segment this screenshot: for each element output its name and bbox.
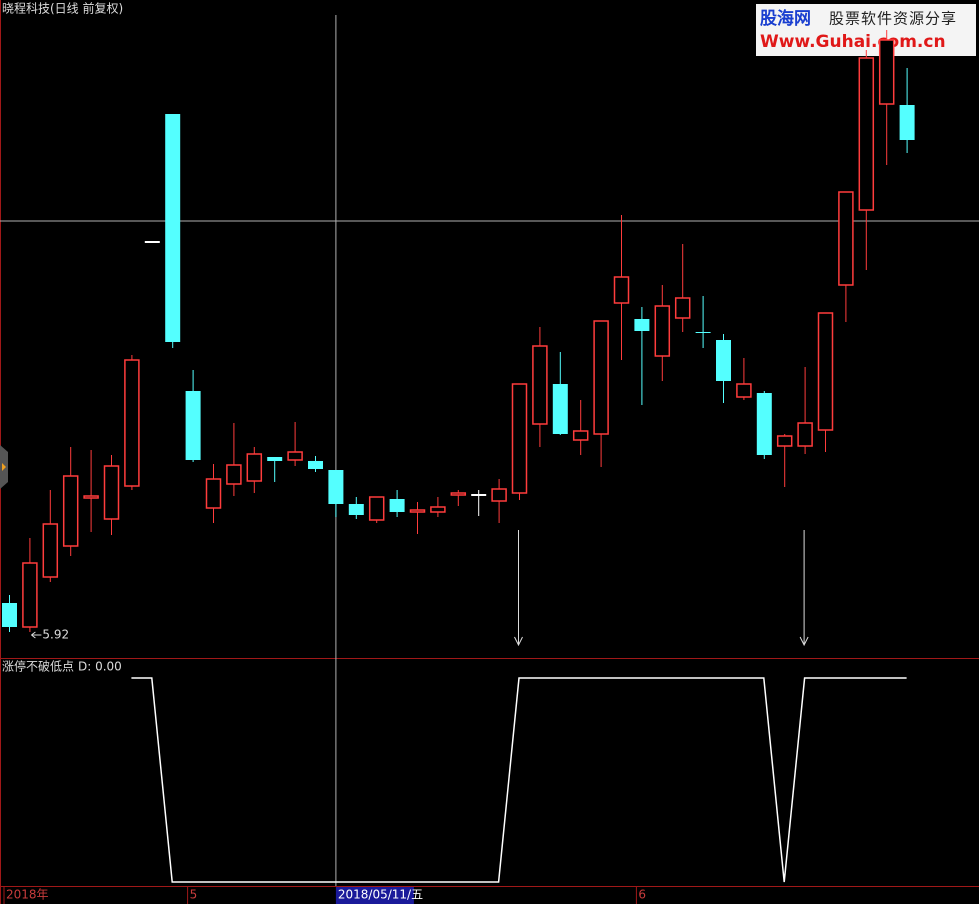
x-tick-label: 6	[638, 888, 646, 902]
candle-body	[858, 57, 875, 211]
candle-body	[165, 114, 181, 342]
cursor-date-label: 2018/05/11/五	[338, 888, 423, 902]
candle-body	[450, 492, 467, 496]
candle-body	[205, 478, 222, 509]
candle-body	[267, 457, 283, 461]
candle-body	[409, 509, 426, 513]
candle-body	[62, 475, 79, 547]
signal-arrow	[514, 530, 523, 647]
candle-body	[613, 276, 630, 304]
indicator-readout: D: 0.00	[78, 660, 122, 674]
candle-body	[124, 359, 140, 487]
candle-body	[634, 319, 650, 331]
candle-body	[674, 297, 691, 319]
x-tick-label: 5	[190, 888, 198, 902]
candle-body	[511, 383, 528, 494]
candle-body	[103, 465, 120, 520]
low-marker-arrow	[31, 631, 42, 639]
candle-body	[817, 312, 834, 431]
side-tab-arrow	[2, 463, 6, 471]
candle-body	[246, 453, 263, 482]
chart-title: 晓程科技(日线 前复权)	[2, 1, 123, 16]
indicator-line	[131, 677, 907, 883]
low-marker-label: 5.92	[42, 628, 69, 642]
watermark-slogan: 股票软件资源分享	[829, 10, 957, 28]
candle-body	[185, 391, 201, 460]
candle-body	[899, 105, 915, 140]
candle-body	[797, 422, 813, 447]
watermark-url: Www.Guhai.com.cn	[760, 32, 946, 52]
candle-body	[328, 470, 344, 504]
candle-body	[552, 384, 568, 434]
cursor-date-box	[335, 887, 414, 904]
watermark-brand: 股海网	[760, 8, 811, 29]
candle-body	[572, 430, 589, 441]
candle-body	[532, 345, 548, 425]
candle-body	[226, 464, 242, 485]
candle-body	[348, 504, 364, 515]
candle-body	[695, 332, 711, 333]
candle-body	[368, 496, 385, 521]
candle-body	[471, 494, 487, 496]
watermark-box	[756, 4, 976, 56]
candle-body	[144, 241, 160, 243]
candle-body	[593, 320, 609, 435]
indicator-title: 涨停不破低点	[2, 659, 74, 674]
candle-body	[756, 393, 772, 455]
candle-body	[430, 506, 446, 513]
candle-body	[838, 191, 854, 286]
watermark: 股海网 股票软件资源分享 Www.Guhai.com.cn	[756, 4, 976, 56]
candle-body	[308, 461, 323, 469]
candle-body	[287, 451, 303, 461]
candle-body	[389, 499, 405, 512]
signal-arrow	[799, 530, 809, 647]
candle-body	[716, 340, 731, 381]
candle-body	[42, 523, 59, 578]
candle-body	[491, 488, 507, 502]
x-tick-label: 2018年	[6, 888, 49, 902]
candle-body	[22, 562, 38, 628]
candle-body	[878, 39, 895, 105]
candle-body	[654, 305, 671, 357]
candle-body	[736, 383, 752, 398]
candle-body	[2, 603, 17, 627]
candle-body	[83, 495, 99, 499]
candle-body	[776, 435, 793, 447]
